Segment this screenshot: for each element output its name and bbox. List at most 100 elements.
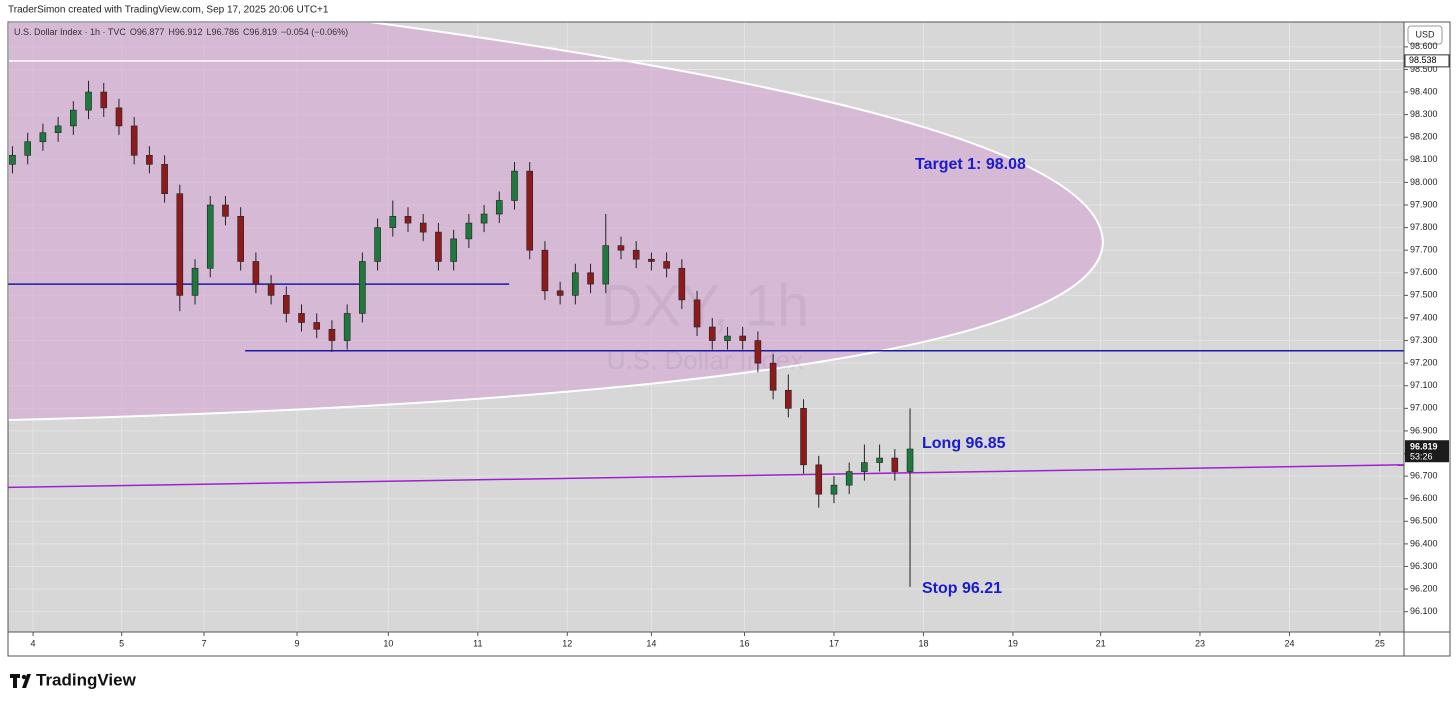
legend-h-value: 96.912 [175, 27, 203, 37]
logo-text: TradingView [36, 670, 137, 689]
candle-body [602, 245, 610, 285]
y-tick-label: 97.100 [1410, 380, 1438, 390]
frame [7, 21, 1451, 657]
x-tick-label: 19 [1008, 638, 1018, 648]
y-tick-label: 98.100 [1410, 154, 1438, 164]
x-tick-label: 4 [31, 638, 36, 648]
legend-l-value: 96.786 [211, 27, 239, 37]
candle-body [693, 299, 701, 328]
y-tick-label: 97.900 [1410, 199, 1438, 209]
candle-body [724, 335, 731, 341]
candle-body [785, 389, 792, 409]
candle-body [663, 261, 670, 269]
x-tick-label: 18 [918, 638, 928, 648]
candle-body [298, 313, 305, 323]
x-tick-label: 21 [1096, 638, 1106, 648]
annotation: Stop 96.21 [922, 580, 1002, 597]
candle-body [359, 261, 366, 314]
candle-body [511, 170, 518, 201]
candle-body [906, 448, 914, 472]
logo-dot [21, 674, 27, 680]
legend-l: L [206, 27, 211, 37]
current-price-box [1405, 440, 1449, 463]
candle-body [526, 170, 534, 251]
candle-body [267, 283, 275, 296]
candle-body [39, 132, 47, 143]
x-tick-label: 5 [119, 638, 124, 648]
candle-body [9, 154, 16, 165]
y-tick-label: 97.000 [1410, 403, 1438, 413]
candle-body [876, 457, 883, 463]
legend: U.S. Dollar Index · 1h · TVC O96.877 H96.9… [14, 27, 348, 37]
y-tick-label: 96.900 [1410, 425, 1438, 435]
candle-body [389, 215, 397, 228]
candle-body [313, 322, 321, 330]
x-tick-label: 14 [646, 638, 656, 648]
price-line-label: 98.538 [1409, 55, 1437, 65]
price-line-box [1404, 54, 1450, 68]
currency: USD [1415, 29, 1435, 39]
logo: TradingView [10, 670, 137, 689]
x-tick-label: 25 [1375, 638, 1385, 648]
candle-body [541, 249, 549, 292]
x-tick-label: 11 [473, 638, 482, 648]
candle-body [739, 335, 746, 341]
candle-body [130, 125, 138, 156]
candle-body [435, 231, 442, 262]
candle-body [480, 213, 488, 224]
candle-body [85, 91, 92, 111]
candle-body [815, 464, 823, 495]
watermark: DXY, 1h [601, 273, 810, 338]
y-tick-label: 96.300 [1410, 561, 1438, 571]
candle-body [891, 457, 899, 472]
candle-body [465, 222, 473, 240]
candle-body [708, 326, 716, 341]
candle-body [328, 328, 336, 341]
y-tick-label: 97.200 [1410, 358, 1438, 368]
y-tick-label: 97.500 [1410, 290, 1438, 300]
y-tick-label: 98.200 [1410, 132, 1438, 142]
candle-body [800, 408, 807, 466]
y-tick-label: 98.500 [1410, 64, 1438, 74]
currency-box [1407, 25, 1443, 45]
candle-body [632, 249, 640, 260]
candle-body [206, 204, 214, 269]
candle-body [161, 164, 168, 195]
candle-body [222, 204, 229, 217]
candle-body [495, 200, 503, 215]
x-tick-label: 9 [295, 638, 300, 648]
legend-c: C [243, 27, 250, 37]
header: TraderSimon created with TradingView.com… [8, 5, 329, 16]
x-tick-label: 12 [562, 638, 572, 648]
candle-body [54, 125, 62, 134]
y-tick-label: 96.100 [1410, 606, 1438, 616]
candle-body [769, 362, 777, 391]
candle-body [845, 471, 853, 486]
y-tick-label: 96.500 [1410, 516, 1438, 526]
x-tick-label: 7 [201, 638, 206, 648]
candle-body [343, 313, 351, 341]
legend-change: −0.054 (−0.06%) [281, 27, 348, 37]
y-tick-label: 98.000 [1410, 177, 1438, 187]
legend-symbol: U.S. Dollar Index · 1h · TVC [14, 27, 126, 37]
candle-body [115, 107, 123, 127]
candle-body [176, 193, 184, 296]
marks [8, 60, 1404, 587]
current-price: 96.819 [1410, 442, 1438, 452]
candle-body [617, 245, 625, 251]
y-tick-label: 97.400 [1410, 312, 1438, 322]
candle-body [648, 258, 655, 262]
candle-body [146, 154, 153, 165]
candle-body [754, 340, 762, 364]
candle-body [419, 222, 427, 233]
logo-icon [10, 674, 31, 688]
candle-body [556, 290, 564, 296]
candle-body [404, 215, 412, 224]
candle-body [374, 227, 381, 262]
candle-body [283, 295, 290, 314]
legend-h: H [168, 27, 175, 37]
y-tick-label: 96.700 [1410, 470, 1438, 480]
candle-body [191, 267, 199, 296]
